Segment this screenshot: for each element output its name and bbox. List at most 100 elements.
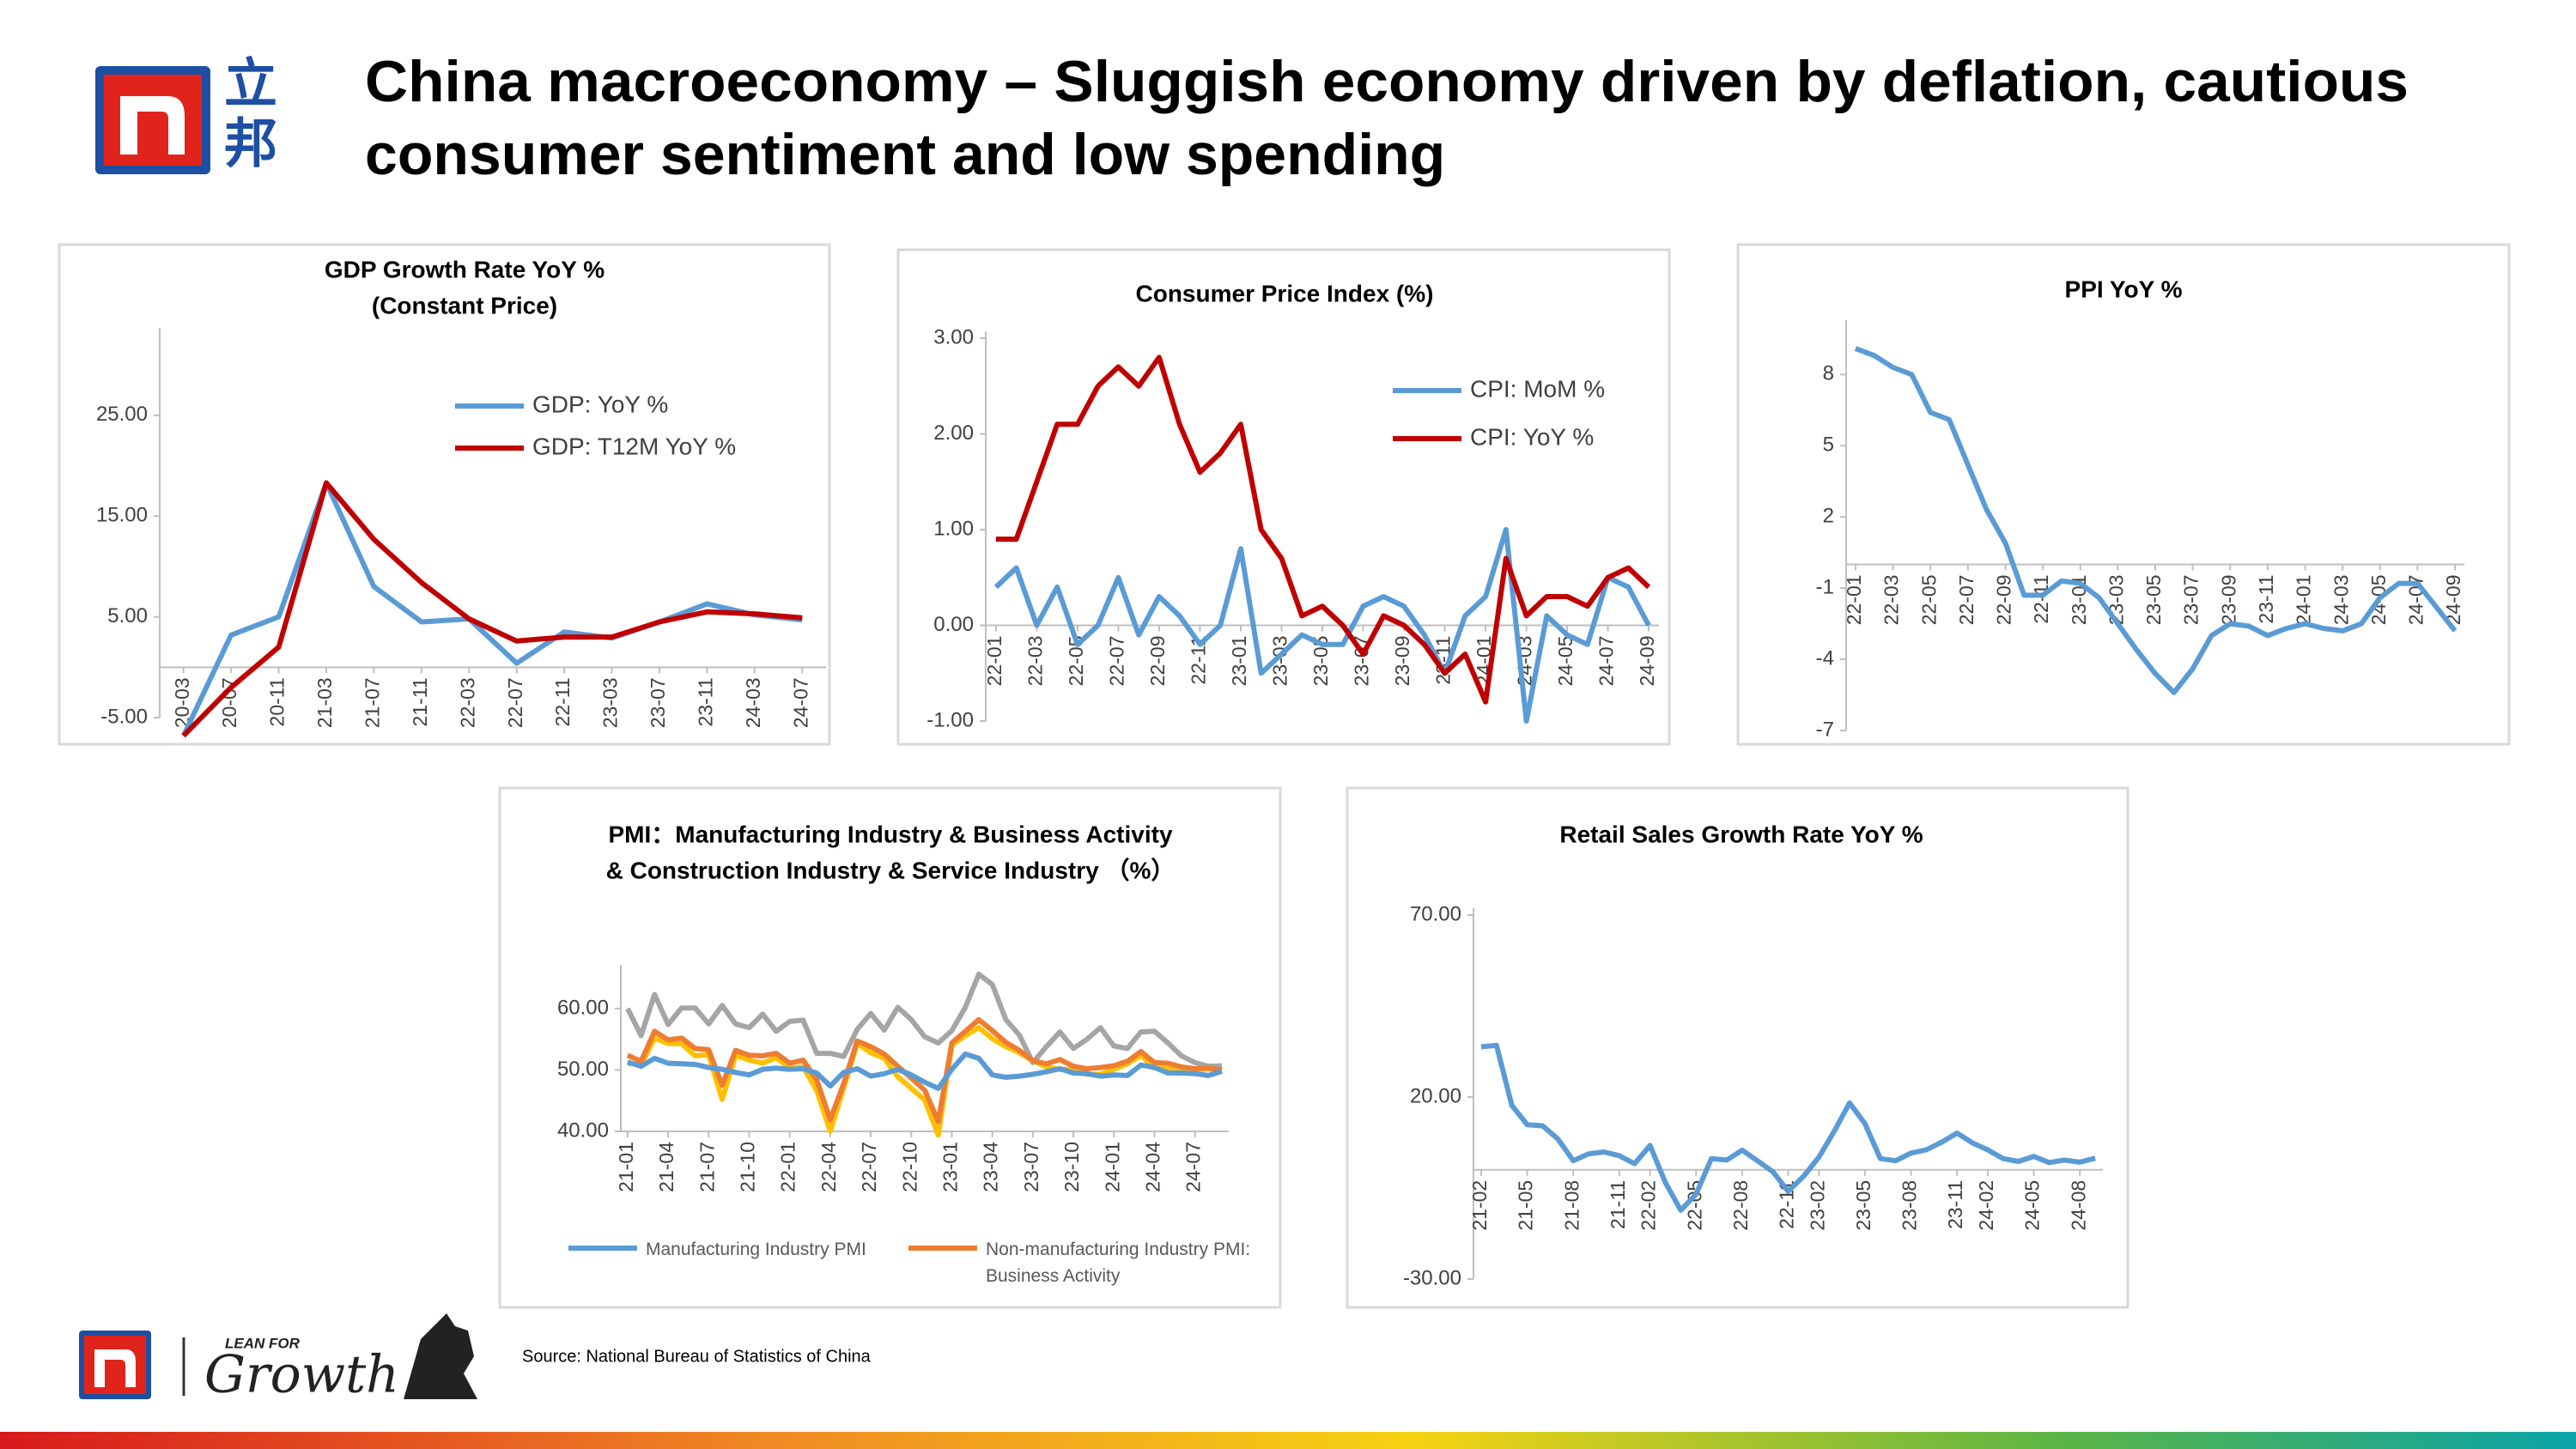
y-tick-label: 3.00: [933, 325, 974, 349]
x-tick-label: 21-11: [409, 677, 431, 726]
chart-title: PPI YoY %: [2065, 276, 2183, 302]
x-tick-label: 24-03: [742, 677, 764, 728]
series-line: [181, 480, 803, 738]
y-tick-label: -1: [1816, 575, 1834, 598]
series-line: [1854, 346, 2458, 695]
x-tick-label: 23-11: [2255, 574, 2277, 623]
x-tick-label: 21-05: [1515, 1180, 1537, 1231]
legend-label: CPI: YoY %: [1470, 423, 1594, 450]
x-tick-label: 21-11: [1607, 1180, 1629, 1229]
y-tick-label: 0.00: [933, 613, 974, 636]
x-tick-label: 21-04: [655, 1142, 677, 1192]
x-tick-label: 24-01: [1101, 1142, 1123, 1192]
y-tick-label: 5: [1823, 433, 1834, 457]
x-tick-label: 21-02: [1468, 1180, 1491, 1231]
x-tick-label: 23-07: [1020, 1142, 1042, 1192]
x-tick-label: 22-03: [456, 677, 478, 728]
y-tick-label: -5.00: [100, 705, 148, 728]
x-tick-label: 22-03: [1024, 636, 1046, 687]
logo: 立 邦: [95, 54, 277, 174]
x-tick-label: 24-05: [1554, 636, 1577, 687]
series-line: [625, 971, 1223, 1070]
x-tick-label: 21-07: [361, 677, 384, 728]
x-tick-label: 24-07: [1182, 1142, 1205, 1192]
y-tick-label: 50.00: [557, 1058, 609, 1081]
x-tick-label: 23-02: [1806, 1180, 1828, 1231]
x-tick-label: 23-09: [1391, 636, 1413, 687]
x-tick-label: 22-10: [898, 1142, 920, 1192]
x-tick-label: 22-11: [551, 677, 574, 726]
x-tick-label: 22-09: [1993, 574, 2015, 625]
x-tick-label: 20-11: [266, 677, 289, 726]
x-tick-label: 22-05: [1917, 574, 1940, 625]
x-tick-label: 22-07: [1106, 636, 1128, 687]
x-tick-label: 22-02: [1637, 1180, 1660, 1231]
x-tick-label: 22-01: [983, 636, 1005, 687]
y-tick-label: 40.00: [557, 1119, 609, 1142]
x-tick-label: 24-03: [2330, 574, 2352, 625]
y-tick-label: -1.00: [927, 708, 974, 731]
color-bar: [0, 1432, 2576, 1449]
series-line: [626, 1051, 1224, 1091]
x-tick-label: 23-10: [1060, 1142, 1083, 1192]
y-tick-label: 8: [1823, 362, 1834, 385]
chart-title: (Constant Price): [372, 292, 557, 318]
x-tick-label: 22-09: [1146, 636, 1169, 687]
y-tick-label: 1.00: [933, 517, 974, 540]
x-tick-label: 22-01: [777, 1142, 799, 1192]
y-tick-label: 20.00: [1410, 1084, 1461, 1107]
series-line: [180, 480, 803, 737]
chart-panel: [1736, 243, 2511, 746]
legend-label: CPI: MoM %: [1470, 375, 1605, 402]
x-tick-label: 23-03: [599, 677, 622, 728]
chart-panel: [58, 243, 831, 746]
x-tick-label: 22-11: [2030, 574, 2052, 623]
series-line: [626, 1016, 1223, 1125]
y-tick-label: -7: [1816, 718, 1834, 741]
chart-title: GDP Growth Rate YoY %: [325, 256, 605, 282]
x-tick-label: 23-09: [2217, 574, 2239, 625]
y-tick-label: 70.00: [1410, 902, 1461, 925]
page-title: consumer sentiment and low spending: [365, 122, 1445, 187]
x-tick-label: 22-03: [1880, 574, 1903, 625]
chart-panel: [1346, 786, 2129, 1309]
chart-panel: [498, 786, 1282, 1309]
x-tick-label: 22-07: [1955, 574, 1978, 625]
x-tick-label: 22-01: [1843, 574, 1865, 625]
x-tick-label: 24-07: [789, 677, 811, 728]
x-tick-label: 23-08: [1899, 1180, 1921, 1231]
chart-title: & Construction Industry & Service Indust…: [606, 856, 1176, 883]
y-tick-label: 25.00: [96, 403, 148, 426]
x-tick-label: 24-08: [2067, 1180, 2089, 1231]
x-tick-label: 23-04: [980, 1142, 1002, 1192]
x-tick-label: 23-03: [2105, 574, 2127, 625]
x-tick-label: 24-07: [1595, 636, 1618, 687]
source-note: Source: National Bureau of Statistics of…: [522, 1347, 872, 1366]
page-title: China macroeconomy – Sluggish economy dr…: [365, 49, 2409, 114]
y-tick-label: 2: [1823, 505, 1834, 528]
x-tick-label: 23-11: [695, 677, 717, 726]
chart-panel: [896, 248, 1671, 746]
x-tick-label: 24-01: [2293, 574, 2315, 625]
legend-label: GDP: YoY %: [532, 391, 668, 417]
series-line: [627, 1025, 1223, 1138]
y-tick-label: -30.00: [1403, 1266, 1461, 1289]
footer-logo: LEAN FOR Growth: [79, 1313, 477, 1405]
x-tick-label: 21-10: [737, 1142, 759, 1192]
x-tick-label: 23-07: [2180, 574, 2202, 625]
x-tick-label: 21-08: [1560, 1180, 1583, 1231]
x-tick-label: 24-02: [1975, 1180, 1997, 1231]
y-tick-label: 15.00: [96, 504, 148, 527]
x-tick-label: 23-01: [939, 1142, 962, 1192]
series-line: [993, 527, 1651, 724]
legend-label: GDP: T12M YoY %: [532, 433, 736, 459]
y-tick-label: -4: [1816, 646, 1834, 670]
y-tick-label: 2.00: [933, 421, 974, 445]
x-tick-label: 23-01: [1228, 636, 1250, 687]
brand-char: 立: [224, 54, 277, 113]
x-tick-label: 22-08: [1729, 1180, 1752, 1231]
x-tick-label: 21-07: [696, 1142, 718, 1192]
legend-label: Manufacturing Industry PMI: [646, 1240, 866, 1259]
